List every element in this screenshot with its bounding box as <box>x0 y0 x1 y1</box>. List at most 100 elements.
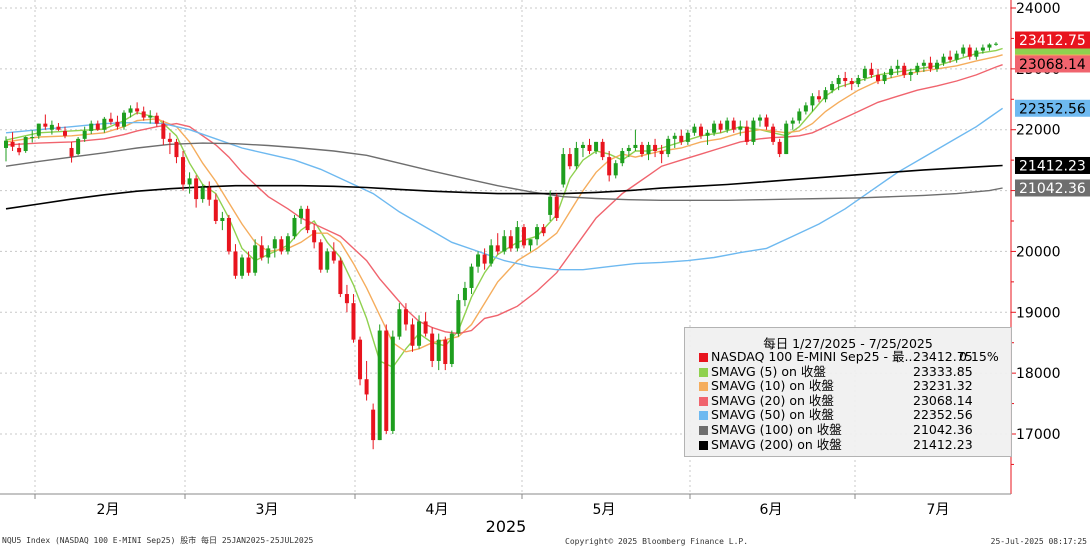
candle-body <box>89 123 94 131</box>
candle-body <box>928 62 933 69</box>
y-tick-label: 22000 <box>1016 123 1061 139</box>
year-label: 2025 <box>486 517 527 536</box>
legend-swatch <box>699 382 708 392</box>
candle-body <box>594 141 599 152</box>
legend-item: SMAVG (50) on 收盤 22352.56 <box>685 408 1011 423</box>
candle-body <box>718 123 723 130</box>
y-tick-label: 19000 <box>1016 305 1061 321</box>
month-label: 6月 <box>760 502 783 518</box>
y-tick-label: 18000 <box>1016 366 1061 382</box>
candle-body <box>384 330 389 431</box>
candle-body <box>816 96 821 100</box>
candle-body <box>757 117 762 121</box>
candle-body <box>836 77 841 85</box>
legend-series-value: 23231.32 <box>913 378 973 394</box>
candle-body <box>902 65 907 75</box>
candle-body <box>764 117 769 127</box>
legend-box: 每日 1/27/2025 - 7/25/2025 NASDAQ 100 E-MI… <box>684 327 1012 457</box>
candle-body <box>639 144 644 155</box>
candle-body <box>541 227 546 234</box>
candle-body <box>174 141 179 158</box>
candle-body <box>194 178 199 200</box>
candle-body <box>784 123 789 155</box>
footer-copyright: Copyright© 2025 Bloomberg Finance L.P. <box>565 537 749 546</box>
candle-body <box>36 123 41 136</box>
legend-series-name: NASDAQ 100 E-MINI Sep25 - 最... <box>711 349 917 364</box>
candle-body <box>312 230 317 243</box>
candle-body <box>285 236 290 252</box>
candle-body <box>371 409 376 441</box>
candle-body <box>115 121 120 127</box>
legend-swatch <box>699 440 708 450</box>
candle-body <box>653 144 658 152</box>
candle-body <box>803 105 808 112</box>
legend-swatch <box>699 396 708 406</box>
candle-body <box>777 141 782 155</box>
candle-body <box>967 47 972 57</box>
candle-body <box>994 43 998 45</box>
legend-swatch <box>699 425 708 435</box>
candle-body <box>712 123 717 133</box>
candle-body <box>961 47 966 54</box>
candle-body <box>128 108 133 113</box>
candle-body <box>580 144 585 148</box>
candle-body <box>279 239 284 252</box>
legend-swatch <box>699 353 708 362</box>
candle-body <box>954 53 959 60</box>
candle-body <box>738 126 743 130</box>
candle-body <box>325 251 330 270</box>
candle-body <box>567 154 572 167</box>
candle-body <box>364 379 369 395</box>
candle-body <box>948 56 953 60</box>
moving-average-lines <box>5 47 1004 368</box>
legend-item: SMAVG (200) on 收盤 21412.23 <box>685 437 1011 453</box>
candle-body <box>679 135 684 142</box>
candle-body <box>482 254 487 264</box>
candle-body <box>561 154 566 185</box>
candle-body <box>246 257 251 273</box>
legend-series-value: 23333.85 <box>913 363 973 379</box>
candle-body <box>751 120 756 142</box>
candle-body <box>502 236 507 252</box>
candle-body <box>443 339 448 365</box>
candle-body <box>685 132 690 142</box>
candle-body <box>207 187 212 200</box>
candle-body <box>521 227 526 246</box>
candle-body <box>43 123 48 127</box>
candle-body <box>331 251 336 261</box>
price-tag <box>1015 179 1090 197</box>
legend-title: 每日 1/27/2025 - 7/25/2025 <box>763 336 933 351</box>
price-tag <box>1015 99 1090 117</box>
candle-body <box>17 147 22 153</box>
candle-body <box>187 178 192 185</box>
price-tag-sma20 <box>1015 55 1090 73</box>
candle-body <box>233 251 238 276</box>
candle-body <box>659 151 664 155</box>
candle-body <box>299 208 304 218</box>
candle-body <box>921 62 926 66</box>
candle-body <box>423 321 428 334</box>
candle-body <box>338 260 343 295</box>
candle-body <box>646 144 651 155</box>
price-tag <box>1015 156 1090 174</box>
candle-body <box>49 124 54 130</box>
price-tag-sma20-label: 23068.14 <box>1019 57 1086 73</box>
month-label: 5月 <box>593 502 616 518</box>
candle-body <box>725 120 730 130</box>
footer-timestamp: 25-Jul-2025 08:17:25 <box>990 537 1087 546</box>
legend-series-value: 23412.75 <box>913 349 973 364</box>
month-label: 2月 <box>97 502 120 518</box>
legend-series-name: SMAVG (20) on 收盤 <box>711 392 834 408</box>
candle-body <box>987 44 992 48</box>
candle-body <box>76 138 81 155</box>
candle-body <box>626 147 631 152</box>
candle-body <box>135 108 140 112</box>
ma-line <box>5 164 1003 210</box>
candle-body <box>666 138 671 155</box>
candle-body <box>908 71 913 75</box>
candle-body <box>698 126 703 136</box>
candle-body <box>358 339 363 380</box>
candle-body <box>489 245 494 264</box>
candle-body <box>462 287 467 301</box>
candle-body <box>449 333 454 365</box>
